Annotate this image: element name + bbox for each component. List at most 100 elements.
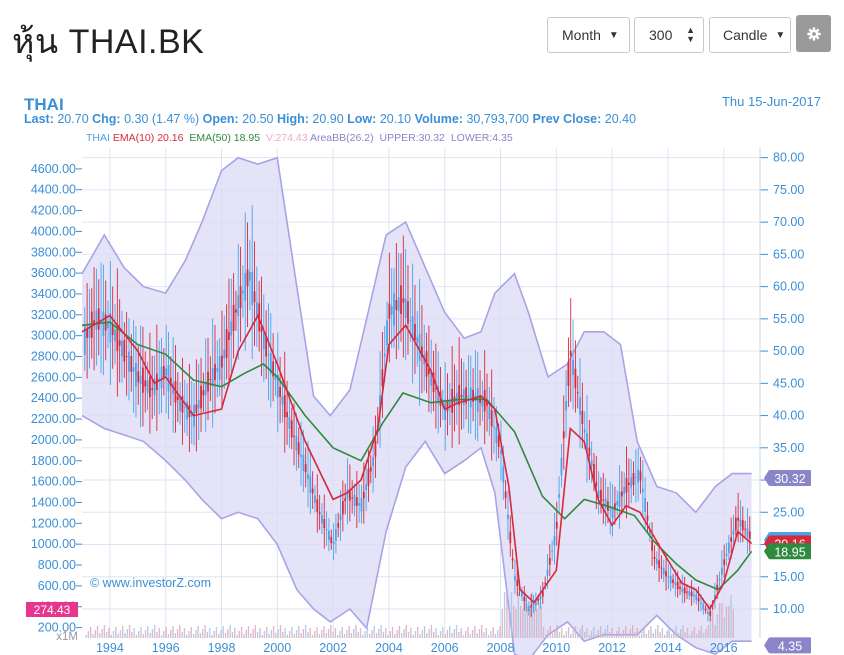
chart-type-value: Candle	[723, 27, 768, 43]
candle-body	[637, 469, 640, 483]
settings-button[interactable]	[796, 15, 831, 52]
candle-body	[379, 395, 381, 412]
stepper-arrows-icon[interactable]: ▲ ▼	[686, 25, 695, 44]
volume-bar	[144, 630, 147, 638]
candle-body	[604, 498, 607, 509]
right-axis-tick-label: 70.00	[773, 215, 804, 229]
right-axis-tick-label: 80.00	[773, 151, 804, 165]
volume-bar	[556, 625, 558, 638]
volume-bar	[428, 629, 430, 638]
volume-bar	[298, 626, 300, 638]
volume-bar	[206, 632, 208, 638]
candle-body	[481, 396, 484, 407]
candle-body	[146, 380, 149, 393]
volume-bar	[389, 631, 391, 638]
candle-body	[469, 387, 472, 408]
candle-body	[693, 595, 695, 597]
x-axis-tick-label: 2010	[542, 641, 570, 655]
candle-body	[448, 401, 451, 409]
chart-type-select[interactable]: Candle ▼	[709, 17, 791, 53]
volume-bar	[611, 628, 613, 638]
volume-bar	[588, 635, 590, 638]
volume-bar	[586, 628, 588, 638]
candle-body	[639, 471, 642, 481]
candle-body	[490, 410, 493, 427]
candle-body	[341, 501, 344, 515]
candle-body	[353, 494, 356, 506]
volume-bar	[593, 627, 595, 638]
candle-body	[597, 490, 600, 498]
volume-bar	[501, 609, 504, 638]
candle-body	[88, 324, 91, 338]
candle-body	[186, 401, 188, 420]
candle-body	[316, 499, 319, 512]
volume-bar	[561, 628, 563, 638]
candle-body	[627, 482, 630, 485]
last-value: 20.70	[57, 112, 88, 126]
candle-body	[537, 598, 540, 601]
volume-bar	[513, 606, 515, 638]
high-label: High:	[277, 112, 309, 126]
volume-bar	[579, 629, 581, 638]
volume-bar	[220, 630, 222, 638]
legend-ema10: EMA(10)	[113, 132, 154, 144]
volume-bar	[620, 634, 622, 638]
bar-count-stepper[interactable]: 300 ▲ ▼	[634, 17, 704, 53]
left-axis-tick-label: 3400.00	[31, 287, 76, 301]
upper-band-marker-label: 30.32	[774, 472, 805, 486]
volume-bar	[462, 635, 465, 638]
volume-bar	[188, 631, 190, 638]
volume-bar	[416, 627, 419, 638]
volume-label: Volume:	[415, 112, 463, 126]
volume-bar	[455, 625, 458, 638]
volume-bar	[449, 626, 451, 638]
candle-body	[428, 368, 430, 375]
candle-body	[144, 380, 147, 387]
volume-bar	[686, 628, 689, 638]
candle-body	[135, 362, 137, 387]
candle-body	[348, 489, 351, 501]
volume-bar	[563, 635, 565, 638]
right-axis-tick-label: 45.00	[773, 376, 804, 390]
candle-body	[467, 395, 470, 398]
lower-band-marker-label: 4.35	[778, 639, 802, 653]
lower-band-marker-box	[769, 637, 811, 654]
candle-body	[651, 540, 654, 551]
left-axis-tick-label: 3600.00	[31, 266, 76, 280]
candle-body	[318, 512, 321, 515]
candle-body	[623, 486, 626, 494]
volume-bar	[183, 628, 186, 638]
volume-bar	[140, 627, 142, 638]
candle-body	[83, 324, 86, 355]
candle-body	[644, 498, 647, 513]
legend-ema50: EMA(50)	[189, 132, 230, 144]
volume-bar	[300, 633, 302, 638]
volume-bar	[673, 630, 675, 638]
volume-bar	[236, 635, 238, 638]
candle-body	[560, 457, 563, 476]
volume-bar	[133, 628, 135, 638]
period-select[interactable]: Month ▼	[547, 17, 630, 53]
candle-body	[658, 560, 660, 568]
candle-body	[97, 308, 100, 330]
volume-bar	[142, 634, 144, 638]
ema50-marker-box	[769, 543, 811, 560]
candle-body	[730, 537, 733, 542]
candle-body	[367, 468, 370, 486]
left-axis-tick-label: 2400.00	[31, 391, 76, 405]
candle-body	[218, 356, 221, 380]
candle-body	[465, 387, 468, 404]
volume-bar	[469, 634, 471, 638]
candle-body	[223, 349, 226, 359]
candle-body	[472, 389, 474, 402]
volume-bar	[698, 630, 700, 638]
volume-bar	[222, 626, 225, 638]
legend-symbol: THAI	[86, 132, 110, 144]
candle-body	[509, 531, 512, 544]
volume-bar	[286, 635, 289, 638]
volume-bar	[526, 606, 529, 638]
x-axis-tick-label: 2008	[487, 641, 515, 655]
left-axis-tick-label: 3800.00	[31, 245, 76, 259]
volume-bar	[675, 626, 677, 638]
